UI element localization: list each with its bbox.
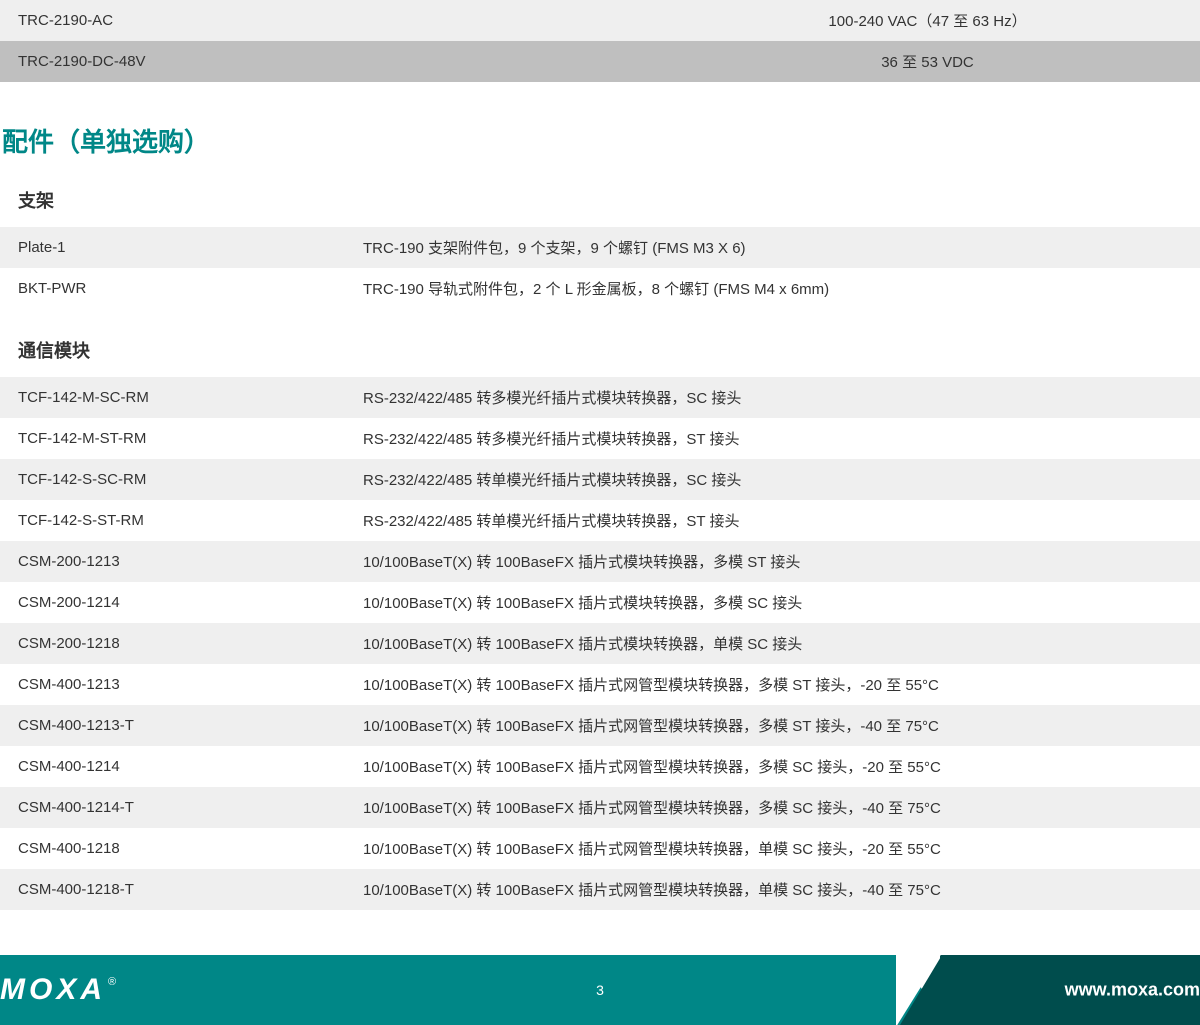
spec-part-number: CSM-400-1214	[0, 746, 345, 787]
power-row: TRC-2190-DC-48V36 至 53 VDC	[0, 41, 1200, 82]
spec-row: BKT-PWRTRC-190 导轨式附件包，2 个 L 形金属板，8 个螺钉 (…	[0, 268, 1200, 309]
spec-description: 10/100BaseT(X) 转 100BaseFX 插片式网管型模块转换器，单…	[345, 869, 1200, 910]
spec-part-number: CSM-200-1214	[0, 582, 345, 623]
spec-description: 10/100BaseT(X) 转 100BaseFX 插片式网管型模块转换器，多…	[345, 746, 1200, 787]
spec-part-number: TCF-142-M-ST-RM	[0, 418, 345, 459]
spec-row: CSM-200-121310/100BaseT(X) 转 100BaseFX 插…	[0, 541, 1200, 582]
page-footer: MOXA ® 3 www.moxa.com	[0, 955, 1200, 1025]
spec-description: RS-232/422/485 转单模光纤插片式模块转换器，SC 接头	[345, 459, 1200, 500]
page-number: 3	[0, 982, 1200, 998]
subsection-heading: 通信模块	[0, 309, 1200, 377]
spec-row: TCF-142-S-ST-RMRS-232/422/485 转单模光纤插片式模块…	[0, 500, 1200, 541]
spec-row: CSM-400-1214-T10/100BaseT(X) 转 100BaseFX…	[0, 787, 1200, 828]
spec-part-number: TCF-142-M-SC-RM	[0, 377, 345, 418]
spec-row: TCF-142-S-SC-RMRS-232/422/485 转单模光纤插片式模块…	[0, 459, 1200, 500]
spec-table: TCF-142-M-SC-RMRS-232/422/485 转多模光纤插片式模块…	[0, 377, 1200, 910]
spec-row: CSM-400-1213-T10/100BaseT(X) 转 100BaseFX…	[0, 705, 1200, 746]
accessories-heading: 配件（单独选购）	[0, 82, 1200, 159]
spec-description: 10/100BaseT(X) 转 100BaseFX 插片式网管型模块转换器，多…	[345, 664, 1200, 705]
footer-url: www.moxa.com	[1065, 980, 1200, 1001]
spec-description: TRC-190 导轨式附件包，2 个 L 形金属板，8 个螺钉 (FMS M4 …	[345, 268, 1200, 309]
power-value: 100-240 VAC（47 至 63 Hz）	[655, 0, 1200, 41]
subsection-heading: 支架	[0, 159, 1200, 227]
spec-description: RS-232/422/485 转多模光纤插片式模块转换器，SC 接头	[345, 377, 1200, 418]
spec-description: RS-232/422/485 转多模光纤插片式模块转换器，ST 接头	[345, 418, 1200, 459]
spec-part-number: CSM-200-1218	[0, 623, 345, 664]
spec-part-number: CSM-400-1218-T	[0, 869, 345, 910]
power-model: TRC-2190-DC-48V	[0, 41, 655, 82]
spec-part-number: CSM-400-1213-T	[0, 705, 345, 746]
spec-row: Plate-1TRC-190 支架附件包，9 个支架，9 个螺钉 (FMS M3…	[0, 227, 1200, 268]
spec-table: Plate-1TRC-190 支架附件包，9 个支架，9 个螺钉 (FMS M3…	[0, 227, 1200, 309]
power-input-table: TRC-2190-AC100-240 VAC（47 至 63 Hz）TRC-21…	[0, 0, 1200, 82]
spec-part-number: TCF-142-S-ST-RM	[0, 500, 345, 541]
spec-part-number: CSM-400-1218	[0, 828, 345, 869]
spec-row: CSM-200-121810/100BaseT(X) 转 100BaseFX 插…	[0, 623, 1200, 664]
spec-row: TCF-142-M-ST-RMRS-232/422/485 转多模光纤插片式模块…	[0, 418, 1200, 459]
spec-row: CSM-400-121410/100BaseT(X) 转 100BaseFX 插…	[0, 746, 1200, 787]
spec-row: CSM-200-121410/100BaseT(X) 转 100BaseFX 插…	[0, 582, 1200, 623]
spec-description: 10/100BaseT(X) 转 100BaseFX 插片式网管型模块转换器，多…	[345, 787, 1200, 828]
spec-description: 10/100BaseT(X) 转 100BaseFX 插片式模块转换器，多模 S…	[345, 582, 1200, 623]
power-model: TRC-2190-AC	[0, 0, 655, 41]
spec-description: TRC-190 支架附件包，9 个支架，9 个螺钉 (FMS M3 X 6)	[345, 227, 1200, 268]
spec-part-number: CSM-200-1213	[0, 541, 345, 582]
spec-row: CSM-400-1218-T10/100BaseT(X) 转 100BaseFX…	[0, 869, 1200, 910]
spec-row: CSM-400-121810/100BaseT(X) 转 100BaseFX 插…	[0, 828, 1200, 869]
spec-part-number: CSM-400-1214-T	[0, 787, 345, 828]
spec-description: RS-232/422/485 转单模光纤插片式模块转换器，ST 接头	[345, 500, 1200, 541]
spec-part-number: BKT-PWR	[0, 268, 345, 309]
spec-description: 10/100BaseT(X) 转 100BaseFX 插片式网管型模块转换器，单…	[345, 828, 1200, 869]
spec-part-number: Plate-1	[0, 227, 345, 268]
spec-part-number: TCF-142-S-SC-RM	[0, 459, 345, 500]
spec-description: 10/100BaseT(X) 转 100BaseFX 插片式网管型模块转换器，多…	[345, 705, 1200, 746]
spec-row: CSM-400-121310/100BaseT(X) 转 100BaseFX 插…	[0, 664, 1200, 705]
power-value: 36 至 53 VDC	[655, 41, 1200, 82]
power-row: TRC-2190-AC100-240 VAC（47 至 63 Hz）	[0, 0, 1200, 41]
spec-part-number: CSM-400-1213	[0, 664, 345, 705]
spec-description: 10/100BaseT(X) 转 100BaseFX 插片式模块转换器，多模 S…	[345, 541, 1200, 582]
spec-row: TCF-142-M-SC-RMRS-232/422/485 转多模光纤插片式模块…	[0, 377, 1200, 418]
spec-description: 10/100BaseT(X) 转 100BaseFX 插片式模块转换器，单模 S…	[345, 623, 1200, 664]
